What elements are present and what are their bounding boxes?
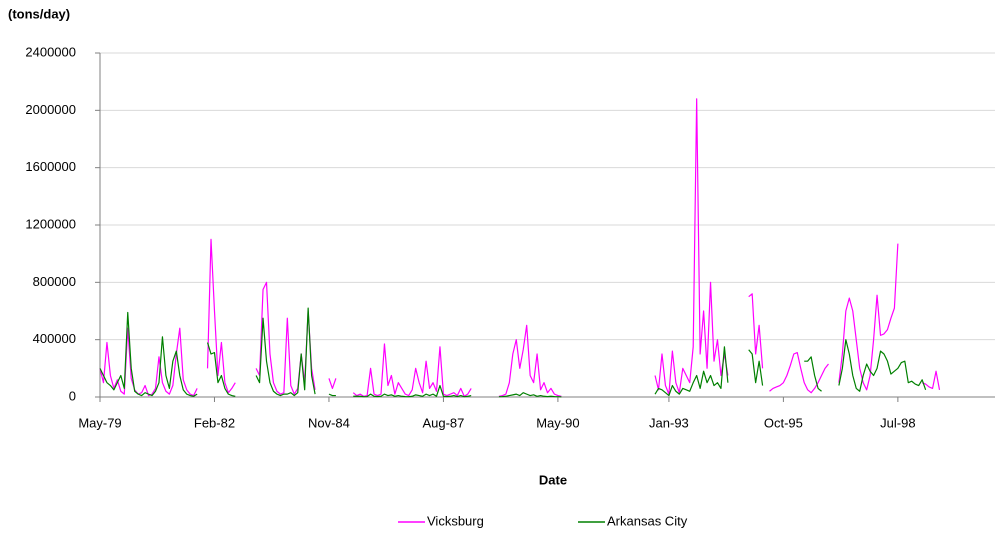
x-tick-label: Jan-93	[649, 415, 689, 430]
x-axis-title: Date	[539, 472, 567, 487]
x-tick-label: Aug-87	[422, 415, 464, 430]
legend-label: Vicksburg	[427, 513, 484, 528]
x-tick-label: Feb-82	[194, 415, 235, 430]
legend-label: Arkansas City	[607, 513, 688, 528]
y-tick-label: 2000000	[25, 102, 76, 117]
x-tick-label: Oct-95	[764, 415, 803, 430]
y-tick-label: 1200000	[25, 216, 76, 231]
y-axis-title: (tons/day)	[8, 6, 70, 21]
x-tick-label: Jul-98	[880, 415, 915, 430]
x-tick-label: Nov-84	[308, 415, 350, 430]
y-tick-label: 2400000	[25, 44, 76, 59]
x-tick-label: May-79	[78, 415, 121, 430]
y-tick-label: 800000	[33, 274, 76, 289]
y-tick-label: 400000	[33, 331, 76, 346]
y-tick-label: 0	[69, 388, 76, 403]
series-line	[99, 98, 941, 397]
x-tick-label: May-90	[536, 415, 579, 430]
y-tick-label: 1600000	[25, 159, 76, 174]
series-line	[99, 307, 927, 398]
